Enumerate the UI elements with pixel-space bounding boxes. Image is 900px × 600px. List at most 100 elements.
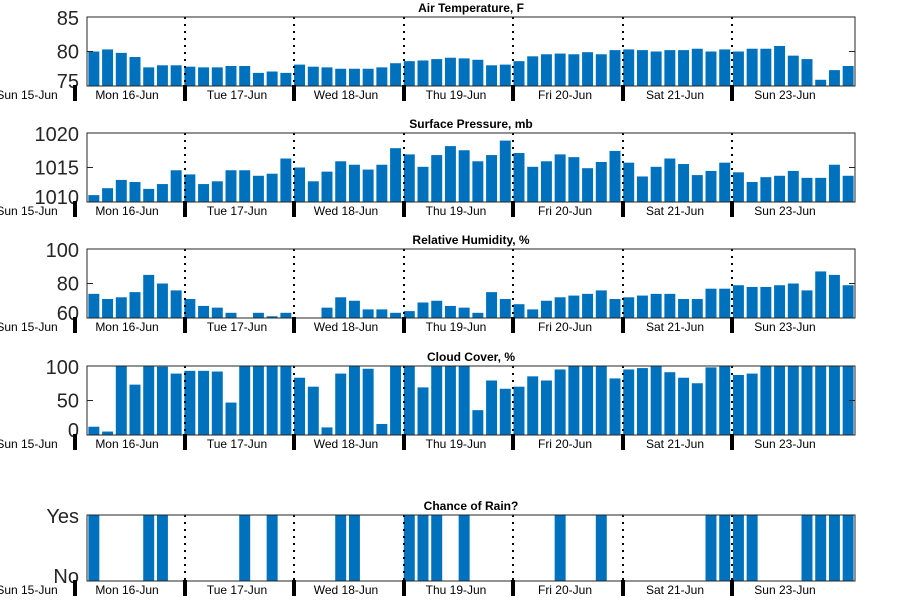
data-bar [445, 58, 456, 86]
data-bar [294, 168, 305, 203]
data-bar [486, 155, 497, 202]
data-bar [788, 366, 799, 435]
data-bar [349, 301, 360, 318]
data-bar [459, 308, 470, 318]
data-bar [472, 410, 483, 435]
data-bar [376, 309, 387, 318]
data-bar [130, 292, 141, 318]
data-bar [198, 306, 209, 318]
data-bar [774, 285, 785, 318]
panel-title: Relative Humidity, % [412, 233, 529, 247]
data-bar [706, 367, 717, 435]
panel-title: Air Temperature, F [418, 1, 524, 15]
data-bar [376, 67, 387, 86]
data-bar [335, 69, 346, 86]
data-bar [322, 67, 333, 86]
y-tick-label: 1015 [35, 158, 80, 180]
x-tick-label: Mon 16-Jun [95, 437, 158, 451]
data-bar [651, 294, 662, 318]
data-bar [212, 372, 223, 435]
x-tick-label: Tue 17-Jun [207, 88, 267, 102]
data-bar [459, 366, 470, 435]
data-bar [774, 176, 785, 202]
x-tick-label: Fri 20-Jun [538, 320, 592, 334]
data-bar [404, 61, 415, 86]
data-bar [500, 65, 511, 86]
data-bar [239, 366, 250, 435]
data-bar [733, 515, 744, 581]
data-bar [390, 313, 401, 318]
data-bar [610, 151, 621, 202]
data-bar [239, 170, 250, 202]
data-bar [88, 427, 99, 435]
data-bar [568, 54, 579, 86]
x-tick-label: Sun 23-Jun [754, 437, 815, 451]
data-bar [102, 299, 113, 318]
data-bar [157, 515, 168, 581]
y-tick-label: 100 [46, 240, 79, 262]
data-bar [733, 52, 744, 87]
data-bar [747, 182, 758, 202]
data-bar [774, 366, 785, 435]
data-bar [322, 308, 333, 318]
data-bar [431, 155, 442, 202]
data-bar [843, 515, 854, 581]
data-bar [568, 157, 579, 202]
data-bar [664, 50, 675, 86]
data-bar [418, 60, 429, 86]
data-bar [555, 515, 566, 581]
data-bar [184, 371, 195, 435]
data-bar [363, 309, 374, 318]
data-bar [130, 385, 141, 435]
data-bar [514, 61, 525, 86]
data-bar [267, 515, 278, 581]
data-bar [472, 60, 483, 86]
data-bar [322, 172, 333, 202]
data-bar [472, 313, 483, 318]
data-bar [582, 294, 593, 318]
data-bar [843, 285, 854, 318]
data-bar [541, 380, 552, 435]
data-bar [829, 366, 840, 435]
data-bar [322, 427, 333, 435]
data-bar [157, 65, 168, 86]
data-bar [651, 52, 662, 87]
data-bar [623, 49, 634, 86]
data-bar [102, 432, 113, 435]
data-bar [582, 168, 593, 202]
data-bar [171, 170, 182, 202]
data-bar [308, 181, 319, 202]
data-bar [431, 366, 442, 435]
data-bar [664, 372, 675, 435]
data-bar [610, 378, 621, 435]
x-tick-label: Wed 18-Jun [314, 204, 378, 218]
x-tick-label: Tue 17-Jun [207, 583, 267, 597]
data-bar [445, 146, 456, 202]
data-bar [706, 52, 717, 87]
y-tick-label: 100 [46, 357, 79, 379]
x-tick-label: Sun 23-Jun [754, 583, 815, 597]
data-bar [157, 184, 168, 202]
data-bar [294, 378, 305, 435]
data-bar [514, 304, 525, 318]
x-tick-label: Thu 19-Jun [426, 437, 487, 451]
x-tick-label: Wed 18-Jun [314, 583, 378, 597]
x-tick-label: Sat 21-Jun [646, 204, 704, 218]
data-bar [802, 515, 813, 581]
data-bar [692, 49, 703, 86]
data-bar [88, 294, 99, 318]
data-bar [582, 52, 593, 86]
data-bar [843, 176, 854, 202]
x-tick-label: Wed 18-Jun [314, 320, 378, 334]
data-bar [349, 165, 360, 202]
x-tick-label: Wed 18-Jun [314, 88, 378, 102]
data-bar [404, 154, 415, 202]
x-tick-label: Tue 17-Jun [207, 204, 267, 218]
data-bar [418, 515, 429, 581]
data-bar [116, 180, 127, 202]
data-bar [102, 188, 113, 202]
y-tick-label: 1020 [35, 124, 80, 146]
chart-panel: Chance of Rain?NoYesSun 15-Jun Mon 16-Jun… [0, 499, 855, 597]
